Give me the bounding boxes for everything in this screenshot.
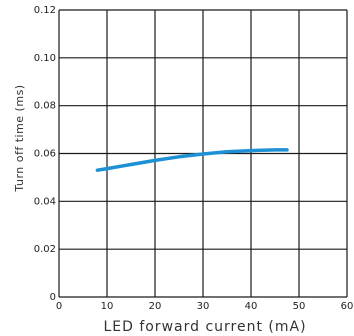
x-tick-label: 50 xyxy=(293,301,306,312)
x-tick-label: 40 xyxy=(245,301,258,312)
y-axis-label: Turn off time (ms) xyxy=(13,84,26,192)
y-tick-label: 0.12 xyxy=(34,5,56,16)
y-tick-label: 0.02 xyxy=(34,244,56,255)
series-group xyxy=(95,148,289,172)
x-ticks: 0 10 20 30 40 50 60 xyxy=(56,301,354,312)
y-tick-label: 0.04 xyxy=(34,196,56,207)
y-tick-label: 0.06 xyxy=(34,149,56,160)
y-tick-label: 0.08 xyxy=(34,101,56,112)
x-tick-label: 0 xyxy=(56,301,62,312)
x-tick-label: 10 xyxy=(101,301,114,312)
x-tick-label: 60 xyxy=(341,301,354,312)
y-tick-label: 0 xyxy=(50,292,56,303)
y-tick-label: 0.10 xyxy=(34,53,56,64)
grid xyxy=(58,9,348,298)
y-ticks: 0 0.02 0.04 0.06 0.08 0.10 0.12 xyxy=(34,5,56,303)
series-line xyxy=(95,148,289,172)
x-tick-label: 30 xyxy=(197,301,210,312)
x-axis-label: LED forward current (mA) xyxy=(103,319,306,335)
x-tick-label: 20 xyxy=(149,301,162,312)
